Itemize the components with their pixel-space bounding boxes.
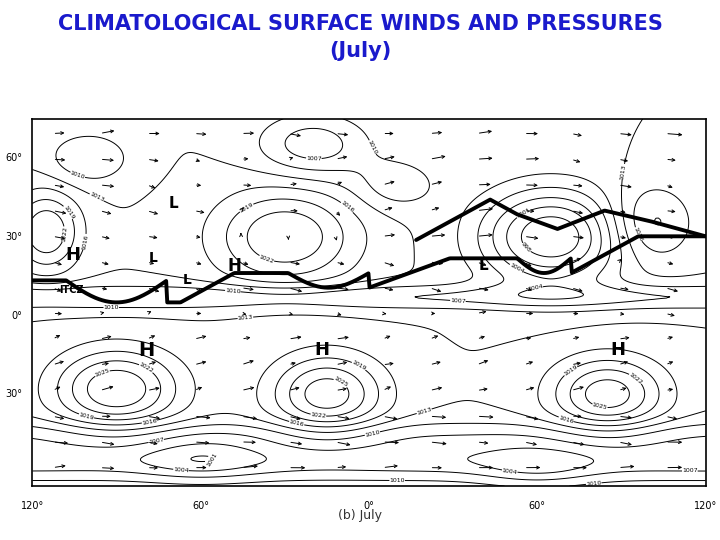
Text: 1022: 1022 [310, 412, 326, 419]
Text: H: H [315, 341, 329, 359]
Text: L: L [183, 273, 192, 287]
Text: 1007: 1007 [148, 437, 164, 445]
Text: ITCZ: ITCZ [59, 285, 84, 294]
Text: 1010: 1010 [225, 288, 240, 294]
Text: 1016: 1016 [81, 233, 89, 249]
Text: 1010: 1010 [69, 170, 86, 180]
Text: CLIMATOLOGICAL SURFACE WINDS AND PRESSURES: CLIMATOLOGICAL SURFACE WINDS AND PRESSUR… [58, 14, 662, 35]
Text: 1010: 1010 [364, 429, 380, 438]
Text: 0°: 0° [364, 501, 374, 511]
Text: 1010: 1010 [390, 478, 405, 483]
Text: 1010: 1010 [366, 139, 378, 156]
Text: (July): (July) [329, 41, 391, 62]
Text: 0°: 0° [12, 310, 22, 321]
Text: H: H [139, 341, 155, 360]
Text: 30°: 30° [5, 389, 22, 399]
Text: 1013: 1013 [238, 314, 253, 321]
Text: 120°: 120° [21, 501, 44, 511]
Text: 1016: 1016 [632, 226, 644, 242]
Text: 1001: 1001 [516, 207, 531, 219]
Text: 1013: 1013 [619, 164, 627, 180]
Text: 60°: 60° [528, 501, 546, 511]
Text: 1004: 1004 [173, 467, 189, 473]
Text: 1016: 1016 [340, 200, 355, 214]
Text: 1007: 1007 [306, 156, 322, 161]
Text: H: H [611, 341, 626, 359]
Text: H: H [66, 246, 81, 264]
Text: 1022: 1022 [138, 362, 154, 374]
Text: 1022: 1022 [258, 254, 275, 264]
Text: 1022: 1022 [628, 372, 644, 385]
Text: 1001: 1001 [207, 452, 219, 468]
Text: 1019: 1019 [78, 412, 94, 421]
Text: 1016: 1016 [558, 415, 574, 424]
Text: (b) July: (b) July [338, 509, 382, 522]
Text: 1007: 1007 [450, 298, 466, 304]
Text: 1019: 1019 [562, 364, 578, 377]
Text: 30°: 30° [5, 232, 22, 242]
Text: 1004: 1004 [508, 262, 525, 274]
Text: 1022: 1022 [61, 226, 68, 242]
Text: 1010: 1010 [586, 480, 602, 487]
Text: 1010: 1010 [104, 305, 119, 310]
Text: 1019: 1019 [62, 204, 75, 220]
Text: L: L [479, 258, 488, 273]
Text: 1013: 1013 [89, 192, 105, 203]
Text: 1025: 1025 [94, 368, 110, 378]
Text: 1019: 1019 [351, 360, 367, 372]
Text: 1013: 1013 [416, 407, 433, 416]
Text: 998: 998 [521, 242, 532, 254]
Text: 1004: 1004 [502, 468, 518, 475]
Text: L: L [169, 196, 179, 211]
Text: 1019: 1019 [238, 201, 254, 214]
Text: 1007: 1007 [682, 469, 698, 474]
Text: 1016: 1016 [289, 419, 305, 428]
Text: 1025: 1025 [333, 376, 348, 388]
Text: 1004: 1004 [527, 284, 544, 293]
Text: 60°: 60° [5, 153, 22, 163]
Text: 1016: 1016 [141, 418, 158, 426]
Text: 1025: 1025 [592, 402, 608, 411]
Text: H: H [228, 256, 241, 275]
Text: L: L [149, 251, 158, 265]
Text: 60°: 60° [192, 501, 210, 511]
Text: 120°: 120° [694, 501, 717, 511]
